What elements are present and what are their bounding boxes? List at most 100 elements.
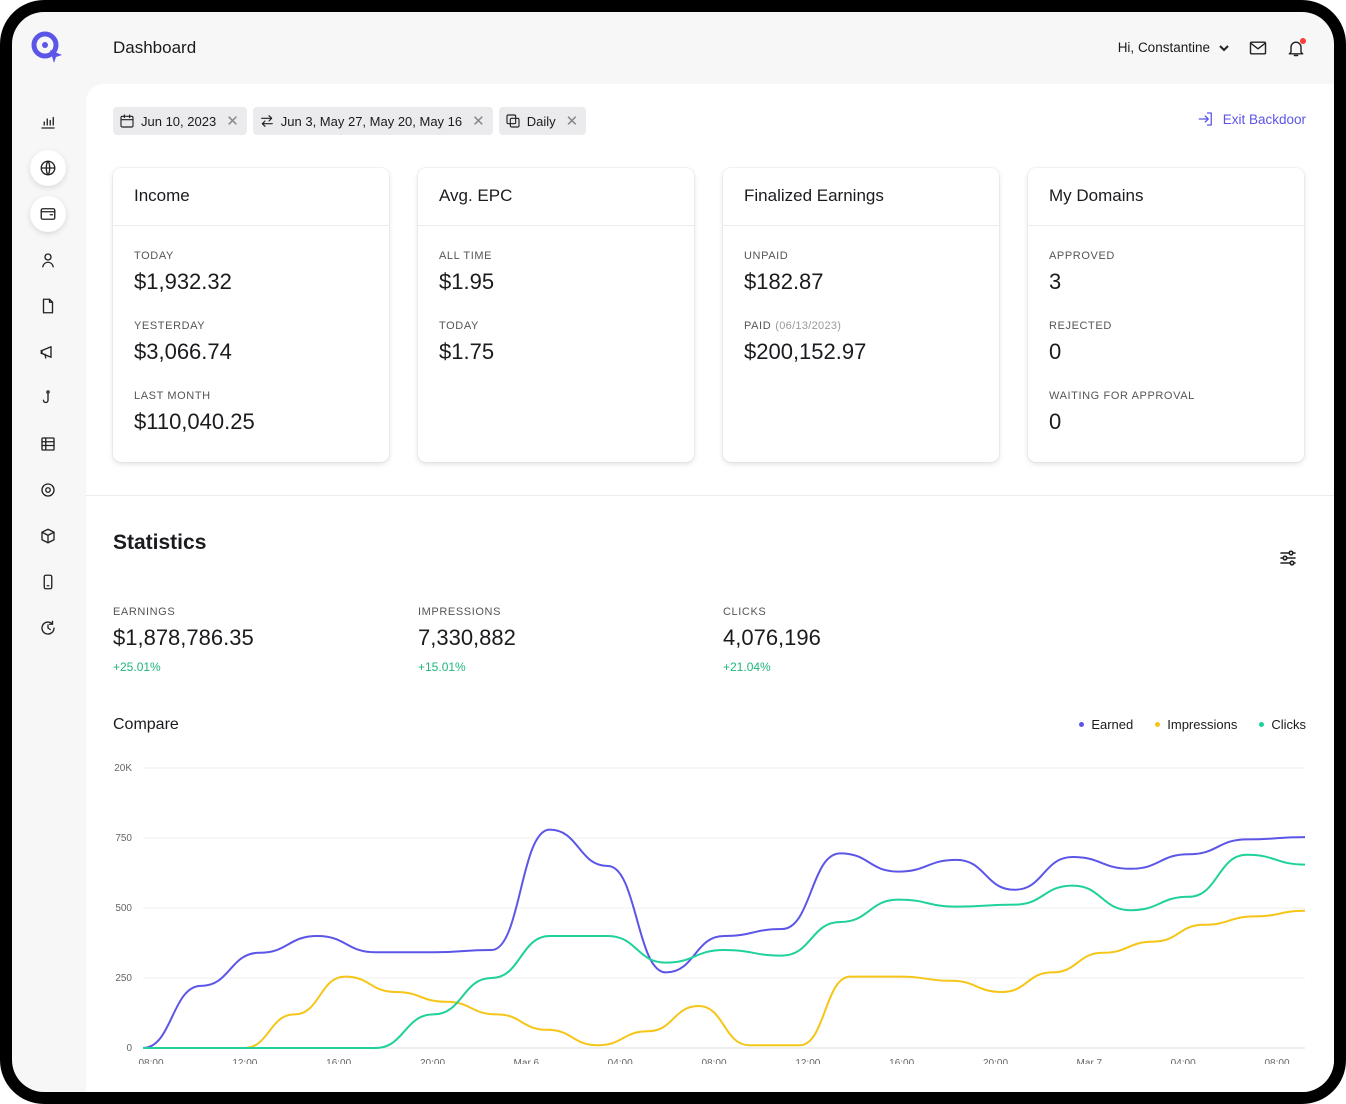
x-tick-label: Mar 6 bbox=[514, 1058, 540, 1064]
nav-mobile[interactable] bbox=[30, 564, 66, 600]
metric-label: TODAY bbox=[439, 320, 479, 332]
main-panel: Jun 10, 2023 ✕ Jun 3, May 27, May 20, Ma… bbox=[86, 84, 1334, 1092]
history-icon bbox=[41, 620, 55, 635]
nav-history[interactable] bbox=[30, 610, 66, 646]
metric-value: 3 bbox=[1049, 269, 1062, 294]
filter-chip-label: Daily bbox=[526, 113, 556, 129]
stat-clicks: CLICKS 4,076,196 +21.04% bbox=[723, 606, 1028, 674]
logo-icon[interactable] bbox=[28, 28, 66, 66]
x-tick-label: 20:00 bbox=[983, 1058, 1008, 1064]
close-icon[interactable]: ✕ bbox=[472, 112, 485, 130]
compare-title: Compare bbox=[113, 716, 179, 733]
close-icon[interactable]: ✕ bbox=[565, 112, 579, 130]
metric-label: WAITING FOR APPROVAL bbox=[1049, 390, 1195, 402]
user-menu[interactable]: Hi, Constantine bbox=[1118, 40, 1230, 55]
page-title: Dashboard bbox=[113, 38, 197, 57]
gear-icon bbox=[41, 483, 55, 497]
statistics-filter-button[interactable] bbox=[1278, 548, 1298, 568]
income-card: Income TODAY $1,932.32 YESTERDAY $3,066.74… bbox=[113, 168, 389, 462]
stat-value: 4,076,196 bbox=[723, 625, 821, 650]
legend-dot bbox=[1079, 722, 1085, 727]
sidebar bbox=[12, 12, 86, 1092]
series-line-clicks[interactable] bbox=[142, 853, 1306, 1049]
x-tick-label: 04:00 bbox=[1171, 1058, 1196, 1064]
metric-label: TODAY bbox=[134, 250, 174, 262]
nav-users[interactable] bbox=[30, 242, 66, 278]
nav-tables[interactable] bbox=[30, 426, 66, 462]
my-domains-card: My Domains APPROVED 3 REJECTED 0 WAITING F… bbox=[1028, 168, 1304, 462]
table-icon bbox=[41, 437, 55, 451]
metric-value: $200,152.97 bbox=[744, 339, 867, 364]
filter-chip-date[interactable]: Jun 10, 2023 ✕ bbox=[113, 107, 247, 135]
nav-settings[interactable] bbox=[30, 472, 66, 508]
metric-value: 0 bbox=[1049, 409, 1062, 434]
bar-chart-icon bbox=[41, 116, 55, 129]
x-tick-label: 08:00 bbox=[1264, 1058, 1289, 1064]
statistics-summary: EARNINGS $1,878,786.35 +25.01% IMPRESSIO… bbox=[113, 606, 1028, 674]
stat-change: +21.04% bbox=[723, 660, 771, 674]
stat-value: $1,878,786.35 bbox=[113, 625, 254, 650]
metric-value: $3,066.74 bbox=[134, 339, 232, 364]
nav-documents[interactable] bbox=[30, 288, 66, 324]
metric-value: 0 bbox=[1049, 339, 1062, 364]
nav-domains[interactable] bbox=[30, 150, 66, 186]
summary-cards: Income TODAY $1,932.32 YESTERDAY $3,066.74… bbox=[113, 168, 1304, 462]
series-line-impressions[interactable] bbox=[142, 909, 1306, 1049]
topbar: Dashboard Hi, Constantine bbox=[86, 12, 1334, 84]
metric-value: $1,932.32 bbox=[134, 269, 232, 294]
x-tick-label: Mar 7 bbox=[1077, 1058, 1103, 1064]
nav-campaigns[interactable] bbox=[30, 334, 66, 370]
stat-change: +25.01% bbox=[113, 660, 161, 674]
stat-label: EARNINGS bbox=[113, 606, 176, 618]
metric-value: $1.95 bbox=[439, 269, 495, 294]
legend-item-clicks[interactable]: Clicks bbox=[1259, 717, 1306, 732]
nav-packages[interactable] bbox=[30, 518, 66, 554]
metric-label: LAST MONTH bbox=[134, 390, 211, 402]
x-tick-label: 04:00 bbox=[608, 1058, 633, 1064]
filter-chip-label: Jun 3, May 27, May 20, May 16 bbox=[280, 113, 463, 129]
section-divider bbox=[86, 495, 1334, 496]
notifications-button[interactable] bbox=[1286, 38, 1306, 58]
calendar-icon bbox=[120, 114, 134, 128]
mail-icon bbox=[1249, 41, 1267, 55]
stat-label: CLICKS bbox=[723, 606, 767, 618]
y-tick-label: 750 bbox=[115, 833, 132, 844]
legend-dot bbox=[1155, 722, 1161, 727]
megaphone-icon bbox=[40, 346, 52, 359]
y-tick-label: 0 bbox=[126, 1043, 132, 1054]
y-tick-label: 500 bbox=[115, 903, 132, 914]
metric-label: PAID (06/13/2023) bbox=[744, 320, 978, 332]
avg-epc-card: Avg. EPC ALL TIME $1.95 TODAY $1.75 bbox=[418, 168, 694, 462]
app-screen: Dashboard Hi, Constantine Jun 10, 2023 ✕… bbox=[12, 12, 1334, 1092]
filter-chip-compare[interactable]: Jun 3, May 27, May 20, May 16 ✕ bbox=[252, 107, 493, 135]
close-icon[interactable]: ✕ bbox=[226, 112, 239, 130]
x-tick-label: 12:00 bbox=[232, 1058, 257, 1064]
wallet-icon bbox=[40, 208, 56, 220]
sliders-icon bbox=[1280, 550, 1296, 566]
greeting-text: Hi, Constantine bbox=[1117, 40, 1210, 55]
bell-icon bbox=[1288, 41, 1304, 57]
nav-analytics[interactable] bbox=[30, 104, 66, 140]
stat-value: 7,330,882 bbox=[418, 625, 516, 650]
series-line-earned[interactable] bbox=[142, 828, 1306, 1049]
stat-impressions: IMPRESSIONS 7,330,882 +15.01% bbox=[418, 606, 723, 674]
legend-label: Impressions bbox=[1167, 717, 1238, 732]
metric-label: REJECTED bbox=[1049, 320, 1112, 332]
chart-legend: Earned Impressions Clicks bbox=[1079, 717, 1306, 732]
nav-hooks[interactable] bbox=[30, 380, 66, 416]
card-title: Income bbox=[113, 168, 389, 226]
statistics-title: Statistics bbox=[113, 531, 207, 554]
legend-item-earned[interactable]: Earned bbox=[1079, 717, 1133, 732]
filter-chip-interval[interactable]: Daily ✕ bbox=[498, 107, 587, 135]
x-tick-label: 08:00 bbox=[701, 1058, 726, 1064]
nav-wallet[interactable] bbox=[30, 196, 66, 232]
mobile-icon bbox=[43, 574, 53, 590]
mail-button[interactable] bbox=[1248, 38, 1268, 58]
legend-item-impressions[interactable]: Impressions bbox=[1155, 717, 1237, 732]
exit-backdoor-link[interactable]: Exit Backdoor bbox=[1197, 110, 1306, 128]
filter-chip-label: Jun 10, 2023 bbox=[141, 113, 217, 129]
metric-value: $110,040.25 bbox=[134, 409, 255, 434]
finalized-earnings-card: Finalized Earnings UNPAID $182.87 PAID (06… bbox=[723, 168, 999, 462]
legend-label: Clicks bbox=[1271, 717, 1306, 732]
